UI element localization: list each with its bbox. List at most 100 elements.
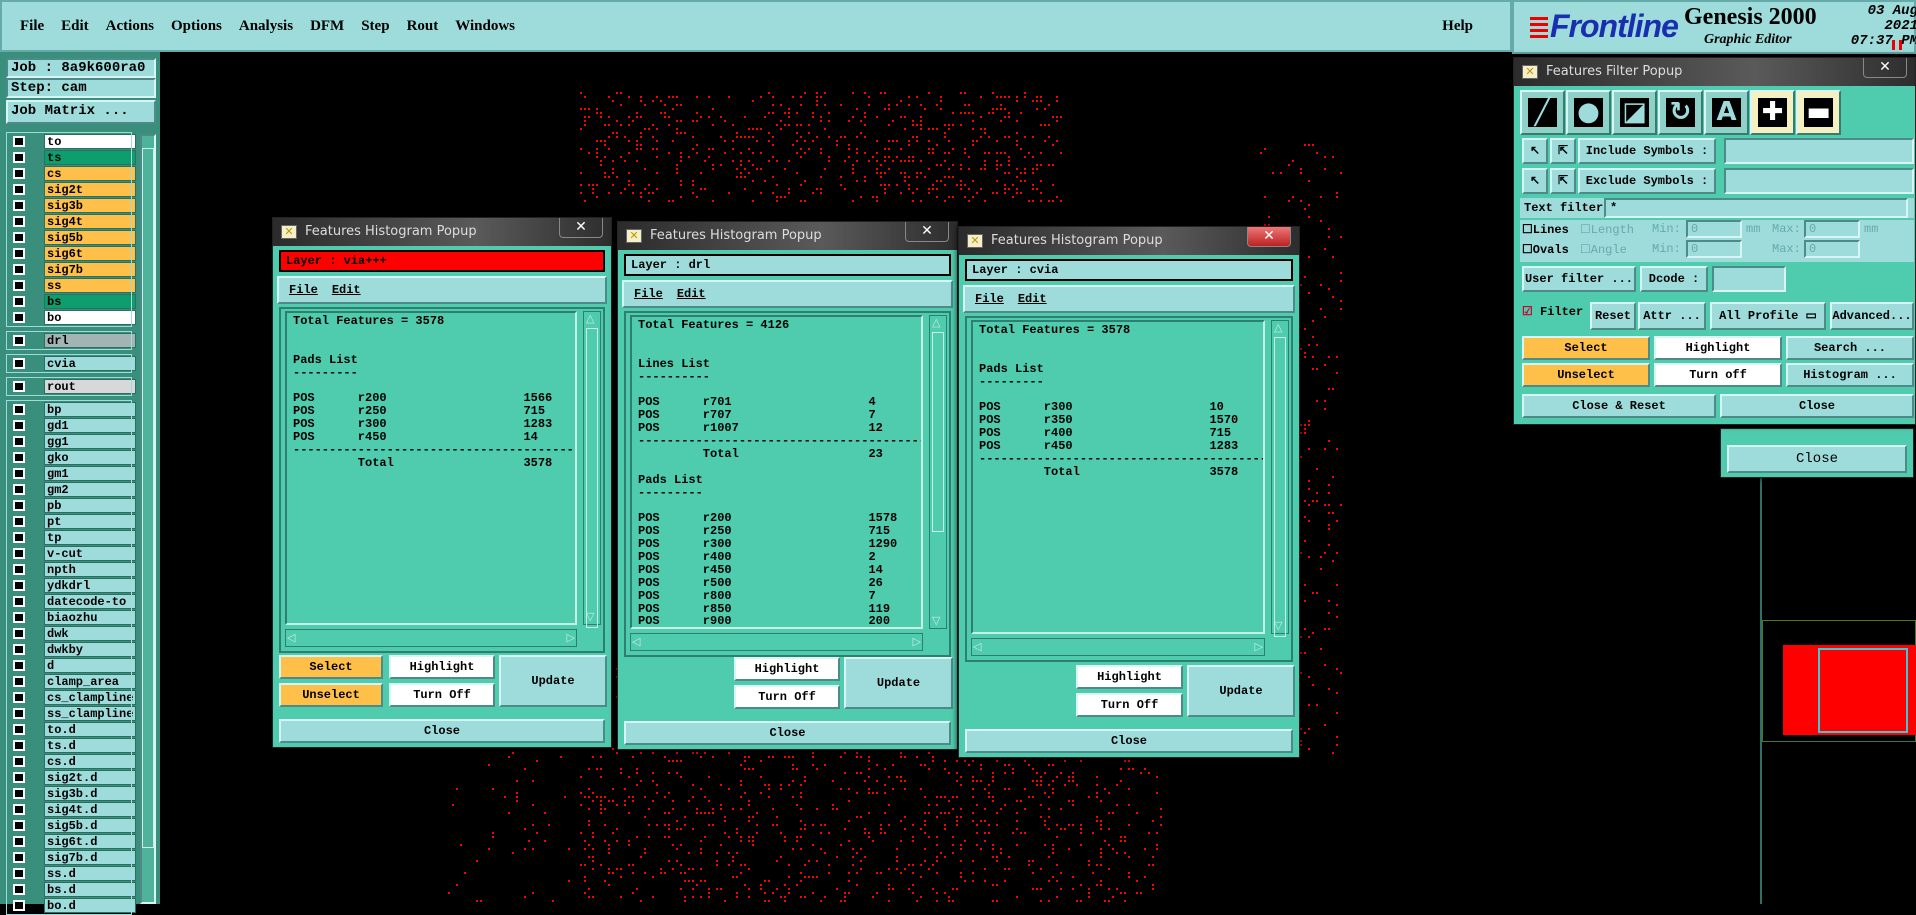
menu-actions[interactable]: Actions	[105, 17, 155, 34]
scroll-left-icon[interactable]: ◁	[973, 642, 982, 654]
scroll-up-icon[interactable]: △	[1274, 323, 1283, 335]
layer-row[interactable]: ss_clampline	[8, 706, 136, 721]
scrollbar-thumb[interactable]	[586, 328, 598, 628]
layer-row[interactable]: sig4t.d	[8, 802, 136, 817]
layer-row[interactable]: drl	[8, 333, 136, 348]
turn-off-button[interactable]: Turn Off	[734, 685, 840, 709]
highlight-button[interactable]: Highlight	[1076, 665, 1183, 689]
layer-checkbox[interactable]	[13, 692, 25, 703]
layer-name[interactable]: sig7b	[44, 262, 136, 277]
layer-row[interactable]: biaozhu	[8, 610, 136, 625]
layer-name[interactable]: clamp_area	[44, 674, 136, 689]
scrollbar-thumb[interactable]	[1274, 337, 1286, 637]
layer-name[interactable]: sig2t	[44, 182, 136, 197]
layer-checkbox[interactable]	[13, 436, 25, 447]
layer-checkbox[interactable]	[13, 548, 25, 559]
layer-name[interactable]: gg1	[44, 434, 136, 449]
layer-row[interactable]: bp	[8, 402, 136, 417]
layer-name[interactable]: ts	[44, 150, 136, 165]
layer-row[interactable]: pb	[8, 498, 136, 513]
layer-name[interactable]: cs.d	[44, 754, 136, 769]
layer-name[interactable]: sig4t.d	[44, 802, 136, 817]
update-button[interactable]: Update	[1187, 665, 1295, 717]
layer-row[interactable]: sig4t	[8, 214, 136, 229]
layer-row[interactable]: gko	[8, 450, 136, 465]
layer-checkbox[interactable]	[13, 596, 25, 607]
include-symbols-button[interactable]: Include Symbols :	[1578, 138, 1716, 164]
layer-name[interactable]: sig5b	[44, 230, 136, 245]
layer-name[interactable]: biaozhu	[44, 610, 136, 625]
highlight-button[interactable]: Highlight	[389, 655, 495, 679]
layer-row[interactable]: tp	[8, 530, 136, 545]
angle-min-input[interactable]: 0	[1686, 240, 1742, 258]
reset-button[interactable]: Reset	[1590, 302, 1636, 330]
close-icon[interactable]: ✕	[1247, 227, 1291, 247]
filter-lines-toggle[interactable]: ╱	[1520, 90, 1565, 135]
filter-positive-toggle[interactable]: ✚	[1750, 90, 1795, 135]
layer-name[interactable]: to.d	[44, 722, 136, 737]
layer-checkbox[interactable]	[13, 820, 25, 831]
layer-checkbox[interactable]	[13, 335, 25, 346]
layer-row[interactable]: to	[8, 134, 136, 149]
layer-checkbox[interactable]	[13, 136, 25, 147]
layer-name[interactable]: to	[44, 134, 136, 149]
layer-checkbox[interactable]	[13, 152, 25, 163]
menu-edit[interactable]: Edit	[1017, 292, 1047, 306]
exclude-symbols-button[interactable]: Exclude Symbols :	[1578, 168, 1716, 194]
layer-row[interactable]: cvia	[8, 356, 136, 371]
layer-row[interactable]: cs_clampline	[8, 690, 136, 705]
horizontal-scrollbar[interactable]: ◁ ▷	[971, 638, 1265, 656]
layer-checkbox[interactable]	[13, 804, 25, 815]
menu-windows[interactable]: Windows	[455, 17, 515, 34]
layer-row[interactable]: pt	[8, 514, 136, 529]
scroll-right-icon[interactable]: ▷	[912, 637, 921, 649]
horizontal-scrollbar[interactable]: ◁ ▷	[630, 633, 923, 651]
layer-checkbox[interactable]	[13, 216, 25, 227]
close-button[interactable]: Close	[624, 721, 951, 745]
profile-dropdown[interactable]: All Profile ▭	[1710, 302, 1826, 330]
layer-checkbox[interactable]	[13, 676, 25, 687]
job-matrix-button[interactable]: Job Matrix ...	[6, 100, 156, 124]
layer-checkbox[interactable]	[13, 724, 25, 735]
scroll-right-icon[interactable]: ▷	[1254, 642, 1263, 654]
layer-name[interactable]: cs_clampline	[44, 690, 136, 705]
menu-step[interactable]: Step	[361, 17, 390, 34]
horizontal-scrollbar[interactable]: ◁ ▷	[285, 629, 577, 647]
highlight-button[interactable]: Highlight	[1654, 336, 1782, 360]
layer-name[interactable]: ydkdrl	[44, 578, 136, 593]
layer-name[interactable]: drl	[44, 333, 136, 348]
layer-name[interactable]: gd1	[44, 418, 136, 433]
layer-name[interactable]: sig2t.d	[44, 770, 136, 785]
layer-row[interactable]: bo.d	[8, 898, 136, 913]
layer-row[interactable]: ss.d	[8, 866, 136, 881]
layer-name[interactable]: pb	[44, 498, 136, 513]
background-close-button[interactable]: Close	[1727, 445, 1907, 473]
select-button[interactable]: Select	[1522, 336, 1650, 360]
unselect-button[interactable]: Unselect	[1522, 363, 1650, 387]
user-filter-button[interactable]: User filter ...	[1522, 266, 1636, 292]
update-button[interactable]: Update	[844, 657, 953, 709]
layer-row[interactable]: sig6t	[8, 246, 136, 261]
scroll-left-icon[interactable]: ◁	[287, 633, 296, 645]
menu-dfm[interactable]: DFM	[310, 17, 345, 34]
layer-checkbox[interactable]	[13, 836, 25, 847]
turn-off-button[interactable]: Turn Off	[389, 683, 495, 707]
layer-checkbox[interactable]	[13, 248, 25, 259]
layer-name[interactable]: bo	[44, 310, 136, 325]
layer-name[interactable]: cs	[44, 166, 136, 181]
layer-name[interactable]: bo.d	[44, 898, 136, 913]
filter-text-toggle[interactable]: A	[1704, 90, 1749, 135]
layer-checkbox[interactable]	[13, 564, 25, 575]
layer-name[interactable]: sig5b.d	[44, 818, 136, 833]
layer-name[interactable]: gm2	[44, 482, 136, 497]
menu-rout[interactable]: Rout	[406, 17, 439, 34]
length-max-input[interactable]: 0	[1804, 220, 1860, 238]
layer-checkbox[interactable]	[13, 788, 25, 799]
layer-checkbox[interactable]	[13, 772, 25, 783]
layer-row[interactable]: gm1	[8, 466, 136, 481]
layer-name[interactable]: v-cut	[44, 546, 136, 561]
scrollbar-thumb[interactable]	[932, 332, 944, 532]
search-button[interactable]: Search ...	[1786, 336, 1914, 360]
layer-row[interactable]: v-cut	[8, 546, 136, 561]
exclude-pick-button[interactable]: ↖	[1522, 168, 1548, 194]
